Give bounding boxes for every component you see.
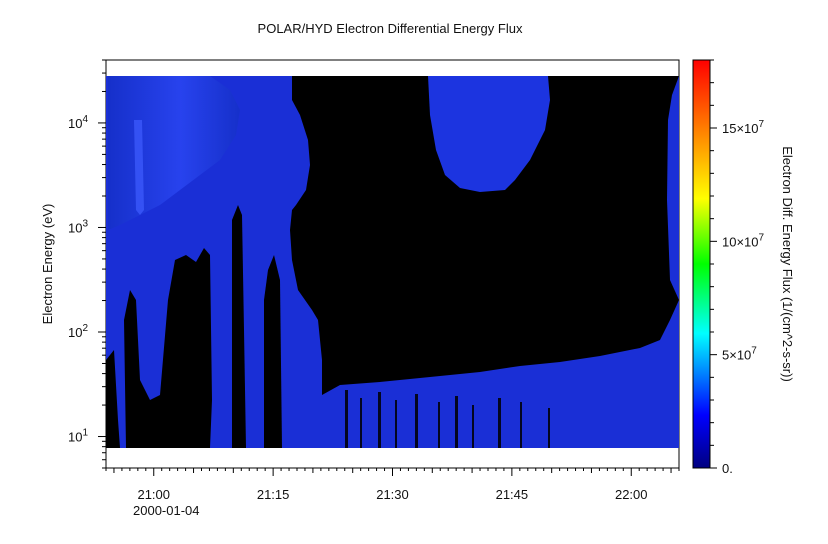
y-axis-title: Electron Energy (eV) xyxy=(40,204,55,325)
flux-region-low-energy xyxy=(322,300,679,448)
no-data-gap xyxy=(106,350,120,448)
x-date-label: 2000-01-04 xyxy=(133,503,200,518)
y-tick-label: 102 xyxy=(68,323,88,340)
no-data-gap xyxy=(232,205,246,448)
flux-layer xyxy=(106,76,679,448)
colorbar-axis: 0. 5×107 10×107 15×107 xyxy=(710,59,765,476)
x-tick-label: 21:30 xyxy=(376,487,409,502)
colorbar-tick-label: 15×107 xyxy=(722,119,765,136)
flux-streaks xyxy=(345,390,550,448)
x-tick-label: 21:45 xyxy=(496,487,529,502)
colorbar xyxy=(692,59,711,469)
colorbar-tick-label: 10×107 xyxy=(722,232,765,249)
colorbar-title: Electron Diff. Energy Flux (1/(cm^2-s-sr… xyxy=(780,146,795,382)
colorbar-tick-label: 0. xyxy=(722,461,733,476)
chart-title: POLAR/HYD Electron Differential Energy F… xyxy=(258,21,523,36)
flux-region-cusp xyxy=(428,76,550,192)
y-axis: 101 102 103 104 xyxy=(68,59,106,469)
flux-region-beam xyxy=(134,120,144,215)
flux-region-late xyxy=(667,76,679,300)
x-tick-label: 21:15 xyxy=(257,487,290,502)
no-data-gap xyxy=(124,248,212,448)
colorbar-tick-label: 5×107 xyxy=(722,346,757,363)
y-tick-label: 101 xyxy=(68,428,88,445)
y-tick-label: 104 xyxy=(68,114,88,131)
x-tick-label: 22:00 xyxy=(615,487,648,502)
y-tick-label: 103 xyxy=(68,218,88,235)
no-data-gap xyxy=(264,255,282,448)
x-tick-label: 21:00 xyxy=(137,487,170,502)
x-axis: 21:00 21:15 21:30 21:45 22:00 xyxy=(105,468,680,502)
